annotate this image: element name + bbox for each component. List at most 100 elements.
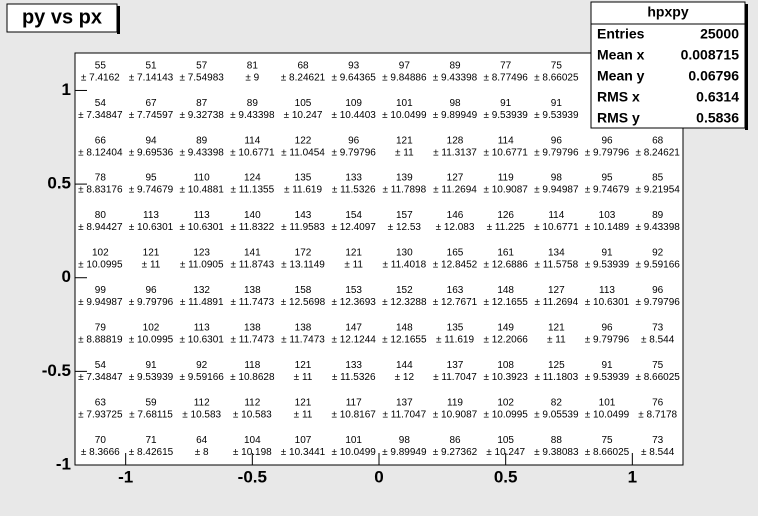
bin-error: ± 11.7473 [230, 297, 274, 308]
bin-count: 92 [196, 360, 208, 371]
bin-error: ± 8.24621 [281, 72, 326, 83]
bin-error: ± 11.2694 [534, 297, 578, 308]
bin-count: 91 [601, 360, 613, 371]
bin-count: 133 [345, 173, 362, 184]
bin-count: 81 [247, 60, 259, 71]
bin-count: 148 [497, 285, 514, 296]
bin-error: ± 9.53939 [534, 110, 579, 121]
bin-count: 102 [497, 397, 514, 408]
bin-error: ± 8.42615 [129, 447, 174, 458]
bin-error: ± 11.5326 [332, 372, 376, 383]
bin-error: ± 8 [195, 447, 209, 458]
bin-error: ± 10.6301 [179, 222, 224, 233]
bin-error: ± 13.1149 [281, 260, 325, 271]
bin-error: ± 10.8628 [230, 372, 275, 383]
bin-count: 91 [500, 98, 512, 109]
bin-error: ± 8.77496 [483, 72, 528, 83]
stat-value: 0.6314 [696, 89, 739, 105]
bin-count: 103 [599, 210, 616, 221]
bin-count: 138 [244, 323, 261, 334]
bin-error: ± 10.8167 [331, 409, 376, 420]
bin-count: 64 [196, 435, 208, 446]
bin-count: 89 [449, 60, 461, 71]
bin-count: 93 [348, 60, 360, 71]
bin-error: ± 11 [344, 260, 363, 271]
bin-error: ± 11.7047 [433, 372, 477, 383]
bin-count: 87 [196, 98, 208, 109]
bin-error: ± 8.24621 [635, 147, 680, 158]
bin-count: 104 [244, 435, 261, 446]
bin-error: ± 9.79796 [585, 147, 630, 158]
bin-count: 138 [295, 323, 312, 334]
bin-error: ± 9.89949 [382, 447, 427, 458]
bin-count: 119 [498, 173, 514, 184]
bin-error: ± 9.79796 [129, 297, 174, 308]
bin-error: ± 12.1244 [331, 335, 376, 346]
bin-count: 80 [95, 210, 107, 221]
bin-count: 113 [194, 323, 210, 334]
bin-count: 128 [447, 135, 464, 146]
x-tick-label: -1 [118, 467, 133, 486]
bin-error: ± 10.198 [233, 447, 272, 458]
bin-error: ± 9.43398 [230, 110, 275, 121]
bin-count: 55 [95, 60, 107, 71]
bin-error: ± 10.1489 [585, 222, 630, 233]
bin-error: ± 9.21954 [635, 185, 680, 196]
bin-count: 133 [345, 360, 362, 371]
bin-count: 96 [348, 135, 360, 146]
bin-count: 135 [295, 173, 312, 184]
bin-count: 89 [196, 135, 208, 146]
bin-error: ± 8.3666 [81, 447, 120, 458]
bin-count: 121 [548, 323, 565, 334]
bin-error: ± 10.6301 [179, 335, 224, 346]
bin-error: ± 11.1803 [534, 372, 578, 383]
bin-error: ± 10.6771 [534, 222, 579, 233]
bin-count: 95 [145, 173, 157, 184]
bin-error: ± 12.4097 [331, 222, 376, 233]
bin-count: 82 [551, 397, 563, 408]
bin-count: 153 [345, 285, 362, 296]
bin-error: ± 12.1655 [483, 297, 528, 308]
bin-error: ± 12.6886 [483, 260, 528, 271]
stat-value: 0.008715 [681, 47, 740, 63]
bin-count: 113 [143, 210, 159, 221]
bin-error: ± 9.53939 [129, 372, 174, 383]
bin-count: 75 [652, 360, 664, 371]
bin-count: 79 [95, 323, 107, 334]
bin-error: ± 8.66025 [534, 72, 579, 83]
bin-count: 91 [551, 98, 563, 109]
bin-error: ± 12.3288 [382, 297, 427, 308]
bin-count: 88 [551, 435, 563, 446]
bin-count: 158 [295, 285, 312, 296]
bin-count: 143 [295, 210, 312, 221]
bin-error: ± 11.1355 [230, 185, 274, 196]
bin-error: ± 9.79796 [534, 147, 579, 158]
y-tick-label: 0 [62, 267, 71, 286]
bin-count: 97 [399, 60, 411, 71]
bin-error: ± 9.94987 [534, 185, 579, 196]
bin-error: ± 9.59166 [179, 372, 224, 383]
bin-error: ± 9.64365 [331, 72, 376, 83]
bin-count: 68 [652, 135, 664, 146]
bin-error: ± 8.7178 [638, 409, 677, 420]
stat-label: RMS x [597, 89, 640, 105]
chart-title: py vs px [22, 6, 102, 28]
bin-error: ± 11.619 [284, 185, 323, 196]
bin-count: 54 [95, 360, 107, 371]
bin-count: 75 [551, 60, 563, 71]
bin-count: 63 [95, 397, 107, 408]
bin-error: ± 9.84886 [382, 72, 427, 83]
y-tick-label: -1 [56, 454, 71, 473]
bin-count: 132 [193, 285, 210, 296]
bin-error: ± 12.5698 [281, 297, 326, 308]
bin-error: ± 10.247 [486, 447, 525, 458]
title-shadow [117, 6, 120, 34]
bin-count: 130 [396, 248, 413, 259]
stat-label: Mean x [597, 47, 645, 63]
stat-label: Entries [597, 26, 645, 42]
bin-error: ± 10.0995 [129, 335, 174, 346]
bin-count: 98 [449, 98, 461, 109]
bin-count: 57 [196, 60, 208, 71]
bin-error: ± 10.0499 [331, 447, 376, 458]
bin-error: ± 10.3441 [281, 447, 326, 458]
